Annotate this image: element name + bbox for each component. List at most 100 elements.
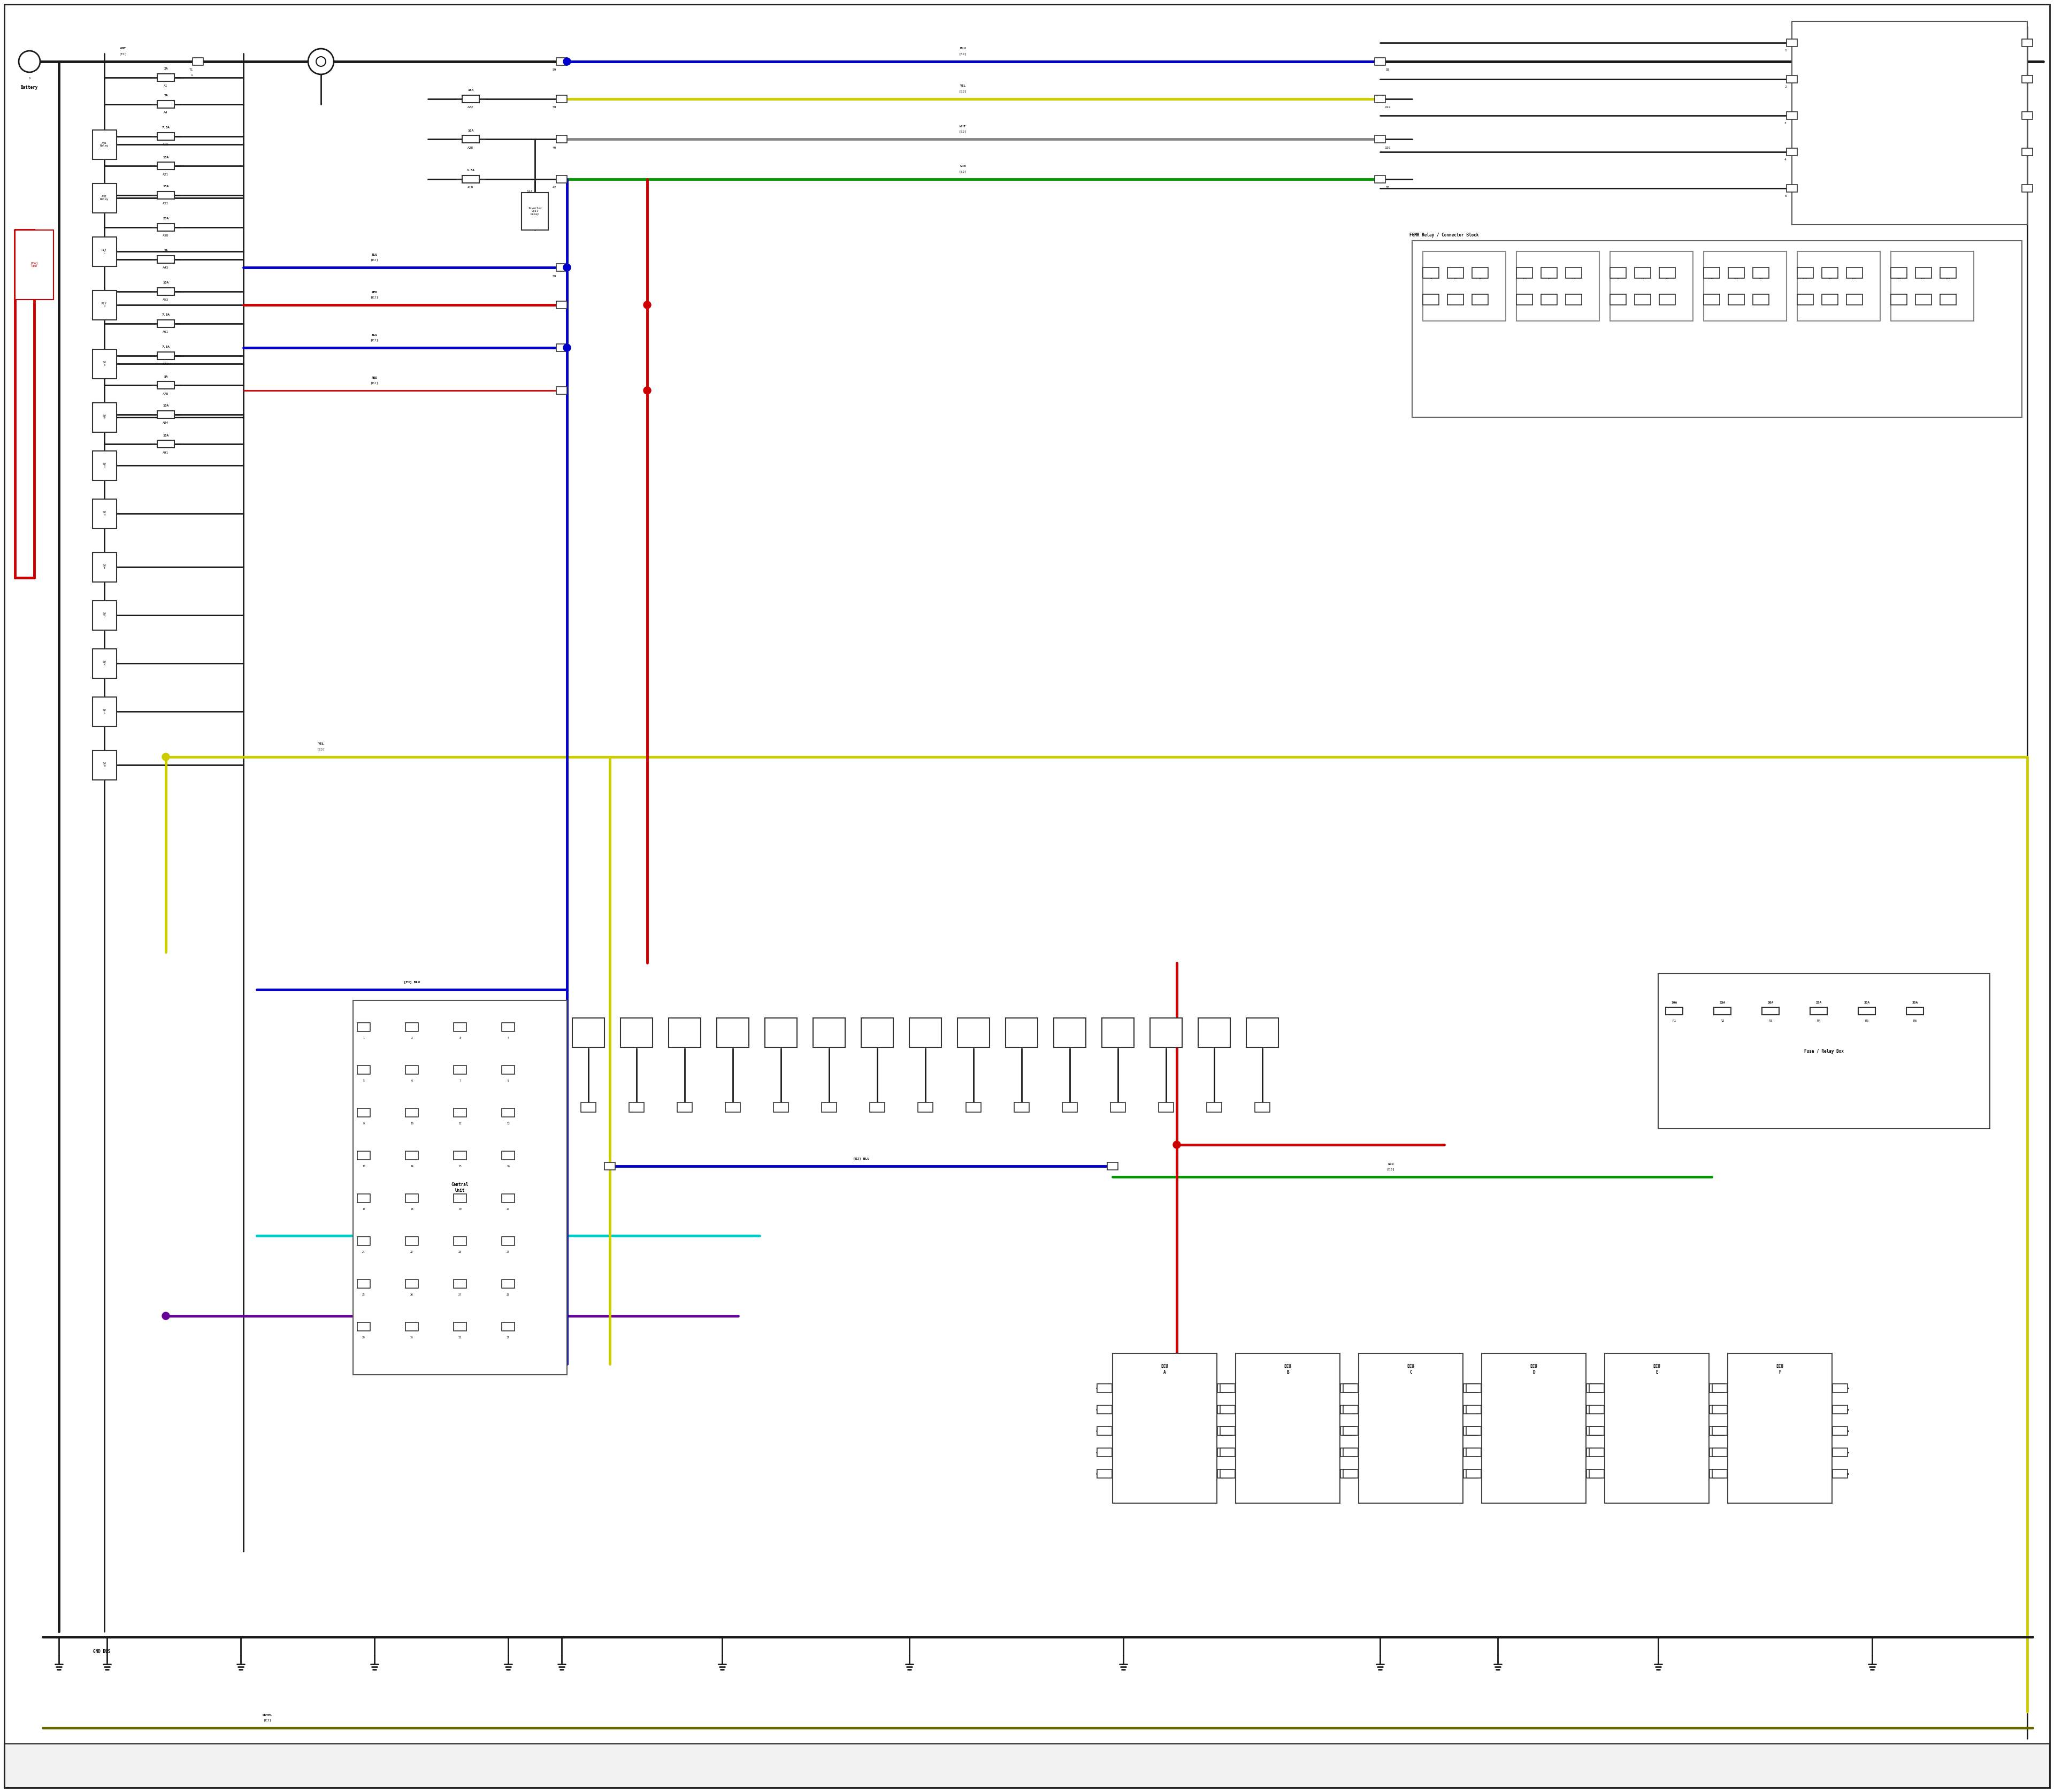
Bar: [1423, 294, 1440, 305]
Bar: [1822, 294, 1838, 305]
Bar: [1218, 1448, 1232, 1457]
Text: R3: R3: [1768, 1020, 1773, 1021]
Bar: [14, 229, 53, 299]
Text: Battery: Battery: [21, 84, 39, 90]
Bar: [1832, 1469, 1847, 1478]
Bar: [1343, 1405, 1358, 1414]
Bar: [1713, 1426, 1727, 1435]
Bar: [557, 136, 567, 143]
Text: P5: P5: [1547, 276, 1551, 280]
Text: SW
G: SW G: [103, 462, 107, 468]
Text: IAA: IAA: [526, 190, 532, 194]
Text: ECU
B: ECU B: [1284, 1364, 1292, 1374]
Text: 2019 LEXUS LC500h  –  WIRING DIAGRAM SAMPLE: 2019 LEXUS LC500h – WIRING DIAGRAM SAMPL…: [914, 1762, 1144, 1770]
Bar: [1341, 1426, 1356, 1435]
Bar: [1713, 1469, 1727, 1478]
Circle shape: [563, 344, 571, 351]
Text: D8: D8: [1386, 68, 1389, 72]
Bar: [1832, 1448, 1847, 1457]
Bar: [1097, 1469, 1111, 1478]
Text: 10A: 10A: [468, 129, 474, 133]
Bar: [193, 57, 203, 65]
Text: AM1
Relay: AM1 Relay: [101, 142, 109, 147]
Bar: [405, 1236, 419, 1245]
Text: 10A: 10A: [162, 156, 168, 159]
Bar: [1473, 267, 1487, 278]
Bar: [557, 301, 567, 308]
Bar: [1062, 1102, 1076, 1113]
Bar: [573, 1018, 604, 1047]
Text: 2A: 2A: [164, 68, 168, 70]
Bar: [1150, 1018, 1183, 1047]
Bar: [1462, 1469, 1479, 1478]
Bar: [1586, 1426, 1602, 1435]
Bar: [92, 129, 117, 159]
Bar: [1374, 95, 1384, 102]
Text: 40: 40: [553, 147, 557, 149]
Text: A61: A61: [162, 332, 168, 333]
Text: ECU
D: ECU D: [1530, 1364, 1538, 1374]
Bar: [158, 161, 175, 170]
Bar: [822, 1102, 836, 1113]
Bar: [1015, 1102, 1029, 1113]
Bar: [1709, 1448, 1725, 1457]
Text: YEL: YEL: [318, 742, 325, 745]
Text: BLU: BLU: [959, 47, 965, 50]
Bar: [1467, 1469, 1481, 1478]
Text: A31: A31: [162, 202, 168, 204]
Bar: [158, 382, 175, 389]
Bar: [454, 1066, 466, 1073]
Bar: [1565, 267, 1582, 278]
Bar: [1787, 149, 1797, 156]
Bar: [1341, 1405, 1356, 1414]
Text: [EJ]: [EJ]: [370, 382, 378, 383]
Bar: [1787, 185, 1797, 192]
Text: [EJ]: [EJ]: [1386, 1168, 1395, 1170]
Bar: [957, 1018, 990, 1047]
Bar: [92, 450, 117, 480]
Bar: [501, 1322, 516, 1331]
Bar: [1892, 251, 1974, 321]
Text: 59: 59: [553, 274, 557, 278]
Bar: [1341, 1383, 1356, 1392]
Bar: [1847, 267, 1863, 278]
Text: 30: 30: [411, 1337, 413, 1339]
Bar: [629, 1102, 645, 1113]
Bar: [357, 1023, 370, 1032]
Text: 25A: 25A: [1816, 1002, 1822, 1004]
Bar: [1467, 1448, 1481, 1457]
Bar: [1762, 1007, 1779, 1014]
Bar: [764, 1018, 797, 1047]
Bar: [1516, 251, 1600, 321]
Text: R4: R4: [1816, 1020, 1820, 1021]
Text: A22: A22: [468, 106, 474, 109]
Text: 10A: 10A: [1672, 1002, 1678, 1004]
Text: A21: A21: [162, 174, 168, 176]
Bar: [1448, 294, 1462, 305]
Text: [EJ]: [EJ]: [316, 747, 325, 751]
Bar: [1097, 1405, 1111, 1414]
Bar: [357, 1066, 370, 1073]
Text: 15A: 15A: [162, 185, 168, 188]
Bar: [1343, 1448, 1358, 1457]
Bar: [1832, 1383, 1847, 1392]
Text: P14: P14: [1828, 276, 1832, 280]
Text: 15A: 15A: [1719, 1002, 1725, 1004]
Text: 15A: 15A: [468, 90, 474, 91]
Bar: [501, 1150, 516, 1159]
Text: CYN: CYN: [505, 1222, 511, 1224]
Text: [EI]: [EI]: [119, 52, 127, 56]
Bar: [1797, 294, 1814, 305]
Text: [EJ]: [EJ]: [959, 52, 967, 56]
Bar: [1220, 1426, 1234, 1435]
Bar: [1220, 1448, 1234, 1457]
Bar: [813, 1018, 844, 1047]
Bar: [1247, 1018, 1278, 1047]
Bar: [557, 344, 567, 351]
Bar: [92, 498, 117, 529]
Bar: [1220, 1405, 1234, 1414]
Text: 22: 22: [411, 1251, 413, 1253]
Bar: [1703, 294, 1719, 305]
Text: P4: P4: [1522, 276, 1526, 280]
Bar: [1111, 1102, 1126, 1113]
